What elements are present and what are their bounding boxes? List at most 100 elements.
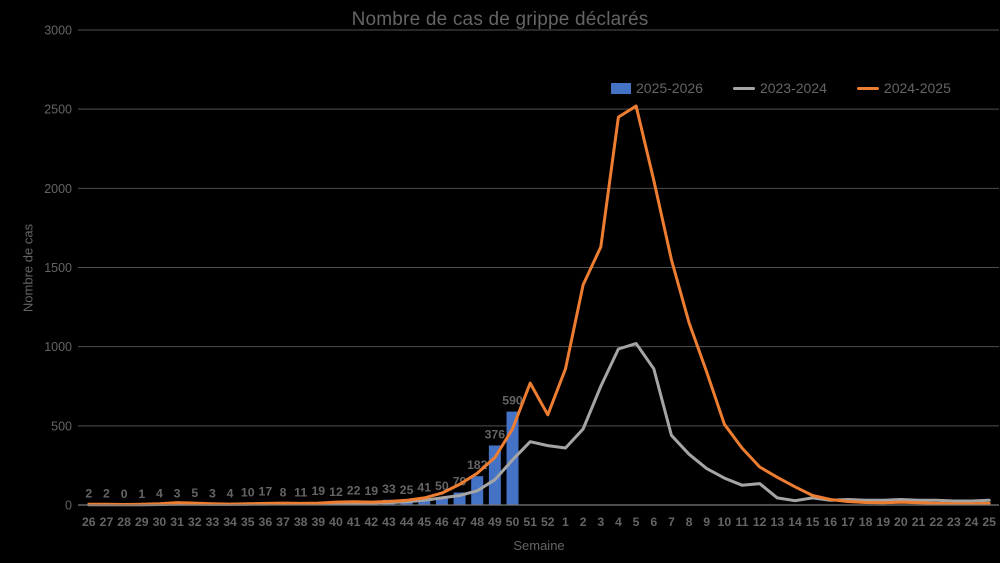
bar-value-label: 3 bbox=[174, 487, 181, 501]
x-tick-label: 19 bbox=[876, 515, 890, 529]
x-tick-label: 50 bbox=[506, 515, 520, 529]
x-tick-label: 38 bbox=[294, 515, 308, 529]
bar-value-label: 4 bbox=[227, 486, 234, 500]
x-tick-label: 11 bbox=[736, 515, 749, 529]
x-tick-label: 27 bbox=[100, 515, 114, 529]
legend: 2025-2026 2023-2024 2024-2025 bbox=[611, 80, 951, 96]
y-tick-label: 1500 bbox=[44, 261, 72, 275]
legend-item-2025-2026: 2025-2026 bbox=[611, 80, 703, 96]
x-tick-label: 31 bbox=[170, 515, 184, 529]
x-tick-label: 25 bbox=[982, 515, 996, 529]
x-tick-label: 18 bbox=[859, 515, 873, 529]
x-tick-label: 47 bbox=[453, 515, 467, 529]
legend-label: 2023-2024 bbox=[759, 80, 827, 96]
x-tick-label: 41 bbox=[347, 515, 361, 529]
bar bbox=[435, 497, 448, 505]
bar-value-label: 50 bbox=[435, 479, 449, 493]
bar-value-label: 5 bbox=[191, 486, 198, 500]
x-tick-label: 28 bbox=[117, 515, 131, 529]
x-tick-label: 48 bbox=[470, 515, 484, 529]
bar-value-label: 25 bbox=[400, 483, 414, 497]
y-tick-label: 1000 bbox=[44, 340, 72, 354]
bar-value-label: 17 bbox=[259, 484, 273, 498]
legend-item-2023-2024: 2023-2024 bbox=[732, 80, 827, 96]
bar-value-label: 4 bbox=[156, 486, 163, 500]
x-tick-label: 40 bbox=[329, 515, 343, 529]
x-tick-label: 26 bbox=[82, 515, 96, 529]
x-tick-label: 3 bbox=[597, 515, 604, 529]
bar-value-label: 1 bbox=[138, 487, 145, 501]
x-tick-label: 33 bbox=[206, 515, 220, 529]
x-tick-label: 37 bbox=[276, 515, 290, 529]
legend-item-2024-2025: 2024-2025 bbox=[856, 80, 951, 96]
legend-label: 2024-2025 bbox=[883, 80, 951, 96]
orange-line-swatch-icon bbox=[856, 86, 879, 90]
x-tick-label: 51 bbox=[523, 515, 537, 529]
x-tick-label: 6 bbox=[650, 515, 657, 529]
y-axis-labels: 0 500 1000 1500 2000 2500 3000 bbox=[44, 24, 72, 513]
x-tick-label: 22 bbox=[929, 515, 943, 529]
gray-line-swatch-icon bbox=[732, 86, 755, 90]
x-tick-label: 14 bbox=[788, 515, 802, 529]
x-tick-label: 42 bbox=[364, 515, 378, 529]
y-tick-label: 0 bbox=[65, 499, 72, 513]
bar-value-label: 10 bbox=[241, 485, 255, 499]
line-2024-2025 bbox=[87, 104, 991, 506]
chart-title: Nombre de cas de grippe déclarés bbox=[351, 9, 649, 30]
x-tick-label: 23 bbox=[947, 515, 961, 529]
x-tick-label: 20 bbox=[894, 515, 908, 529]
x-tick-label: 43 bbox=[382, 515, 396, 529]
x-axis-labels: 26 27 28 29 30 31 32 33 34 35 36 37 38 39 40 41 42 43 44 45… bbox=[82, 515, 996, 529]
x-tick-label: 46 bbox=[435, 515, 449, 529]
x-tick-label: 12 bbox=[753, 515, 767, 529]
x-tick-label: 13 bbox=[770, 515, 784, 529]
x-tick-label: 32 bbox=[188, 515, 202, 529]
x-tick-label: 35 bbox=[241, 515, 255, 529]
x-tick-label: 44 bbox=[400, 515, 414, 529]
legend-label: 2025-2026 bbox=[636, 80, 703, 96]
x-tick-label: 8 bbox=[686, 515, 693, 529]
x-tick-label: 52 bbox=[541, 515, 555, 529]
x-tick-label: 34 bbox=[223, 515, 237, 529]
x-tick-label: 4 bbox=[615, 515, 622, 529]
y-tick-label: 3000 bbox=[44, 24, 72, 38]
bar-value-labels: 2 2 0 1 4 3 5 3 4 10 17 8 11 19 12 22 19 33 25 41 50 79182376… bbox=[85, 394, 523, 501]
x-tick-label: 16 bbox=[823, 515, 837, 529]
x-tick-label: 24 bbox=[965, 515, 979, 529]
y-tick-label: 2500 bbox=[44, 103, 72, 117]
bar-value-label: 590 bbox=[502, 394, 523, 408]
x-tick-label: 2 bbox=[580, 515, 587, 529]
x-tick-label: 30 bbox=[153, 515, 167, 529]
x-tick-label: 45 bbox=[417, 515, 431, 529]
x-tick-label: 36 bbox=[259, 515, 273, 529]
x-tick-label: 17 bbox=[841, 515, 855, 529]
x-tick-label: 29 bbox=[135, 515, 149, 529]
x-tick-label: 1 bbox=[562, 515, 569, 529]
bar-value-label: 41 bbox=[417, 481, 431, 495]
bar-series-swatch-icon bbox=[611, 82, 631, 94]
bar-value-label: 2 bbox=[85, 487, 92, 501]
x-tick-label: 5 bbox=[633, 515, 640, 529]
bar-value-label: 11 bbox=[294, 485, 307, 499]
bar-value-label: 19 bbox=[364, 484, 378, 498]
line-2023-2024 bbox=[87, 342, 991, 507]
x-tick-label: 15 bbox=[806, 515, 820, 529]
x-tick-label: 39 bbox=[311, 515, 325, 529]
bar-value-label: 2 bbox=[103, 487, 110, 501]
x-tick-label: 49 bbox=[488, 515, 502, 529]
x-tick-label: 10 bbox=[718, 515, 732, 529]
bar-value-label: 12 bbox=[329, 485, 343, 499]
x-tick-label: 21 bbox=[912, 515, 926, 529]
bar-value-label: 8 bbox=[280, 486, 287, 500]
y-tick-label: 2000 bbox=[44, 182, 72, 196]
x-tick-label: 7 bbox=[668, 515, 675, 529]
bar-value-label: 22 bbox=[347, 484, 361, 498]
y-axis-title: Nombre de cas bbox=[20, 223, 36, 313]
bar-value-label: 33 bbox=[382, 482, 396, 496]
bar-value-label: 19 bbox=[311, 484, 325, 498]
gridlines bbox=[78, 29, 999, 506]
bar-value-label: 376 bbox=[485, 427, 506, 441]
bar-value-label: 3 bbox=[209, 487, 216, 501]
